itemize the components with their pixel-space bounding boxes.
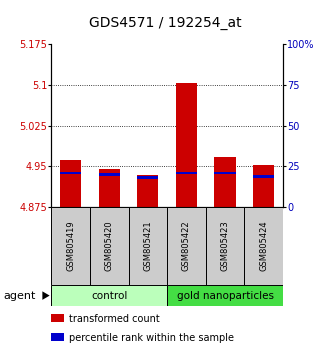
Text: GSM805422: GSM805422: [182, 221, 191, 272]
Bar: [90, 207, 128, 285]
Bar: [214, 172, 236, 174]
Bar: [176, 83, 197, 207]
Bar: [60, 172, 81, 174]
Bar: [167, 207, 206, 285]
Bar: [51, 333, 64, 341]
Text: transformed count: transformed count: [69, 314, 160, 324]
Bar: [206, 207, 244, 285]
Text: GSM805420: GSM805420: [105, 221, 114, 272]
Polygon shape: [42, 291, 50, 300]
Bar: [99, 169, 120, 207]
Text: GSM805424: GSM805424: [259, 221, 268, 272]
Bar: [253, 175, 274, 177]
Text: agent: agent: [3, 291, 36, 301]
Bar: [60, 160, 81, 207]
Text: GDS4571 / 192254_at: GDS4571 / 192254_at: [89, 16, 242, 30]
Bar: [51, 207, 90, 285]
Bar: [214, 157, 236, 207]
Text: gold nanoparticles: gold nanoparticles: [176, 291, 274, 301]
Text: percentile rank within the sample: percentile rank within the sample: [69, 333, 234, 343]
Bar: [253, 165, 274, 207]
Bar: [128, 207, 167, 285]
Text: GSM805419: GSM805419: [66, 221, 75, 272]
Bar: [137, 176, 159, 179]
Bar: [176, 172, 197, 174]
Bar: [99, 173, 120, 176]
Bar: [137, 175, 159, 207]
Bar: [51, 314, 64, 322]
Bar: [51, 285, 167, 306]
Text: control: control: [91, 291, 127, 301]
Text: GSM805421: GSM805421: [143, 221, 152, 272]
Bar: [244, 207, 283, 285]
Bar: [167, 285, 283, 306]
Text: GSM805423: GSM805423: [220, 221, 230, 272]
